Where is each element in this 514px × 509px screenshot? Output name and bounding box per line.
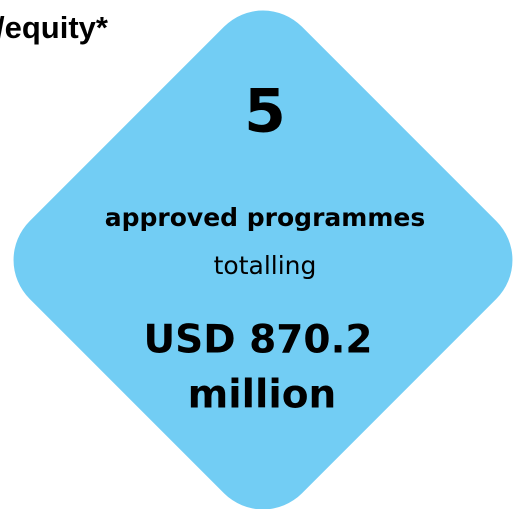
stat-connector: totalling (214, 251, 317, 280)
header-title: /equity* (0, 10, 109, 45)
stat-number: 5 (244, 77, 286, 147)
stat-amount: million (188, 373, 337, 418)
stat-amount: USD 870.2 (143, 318, 372, 363)
stat-label: approved programmes (105, 203, 425, 232)
